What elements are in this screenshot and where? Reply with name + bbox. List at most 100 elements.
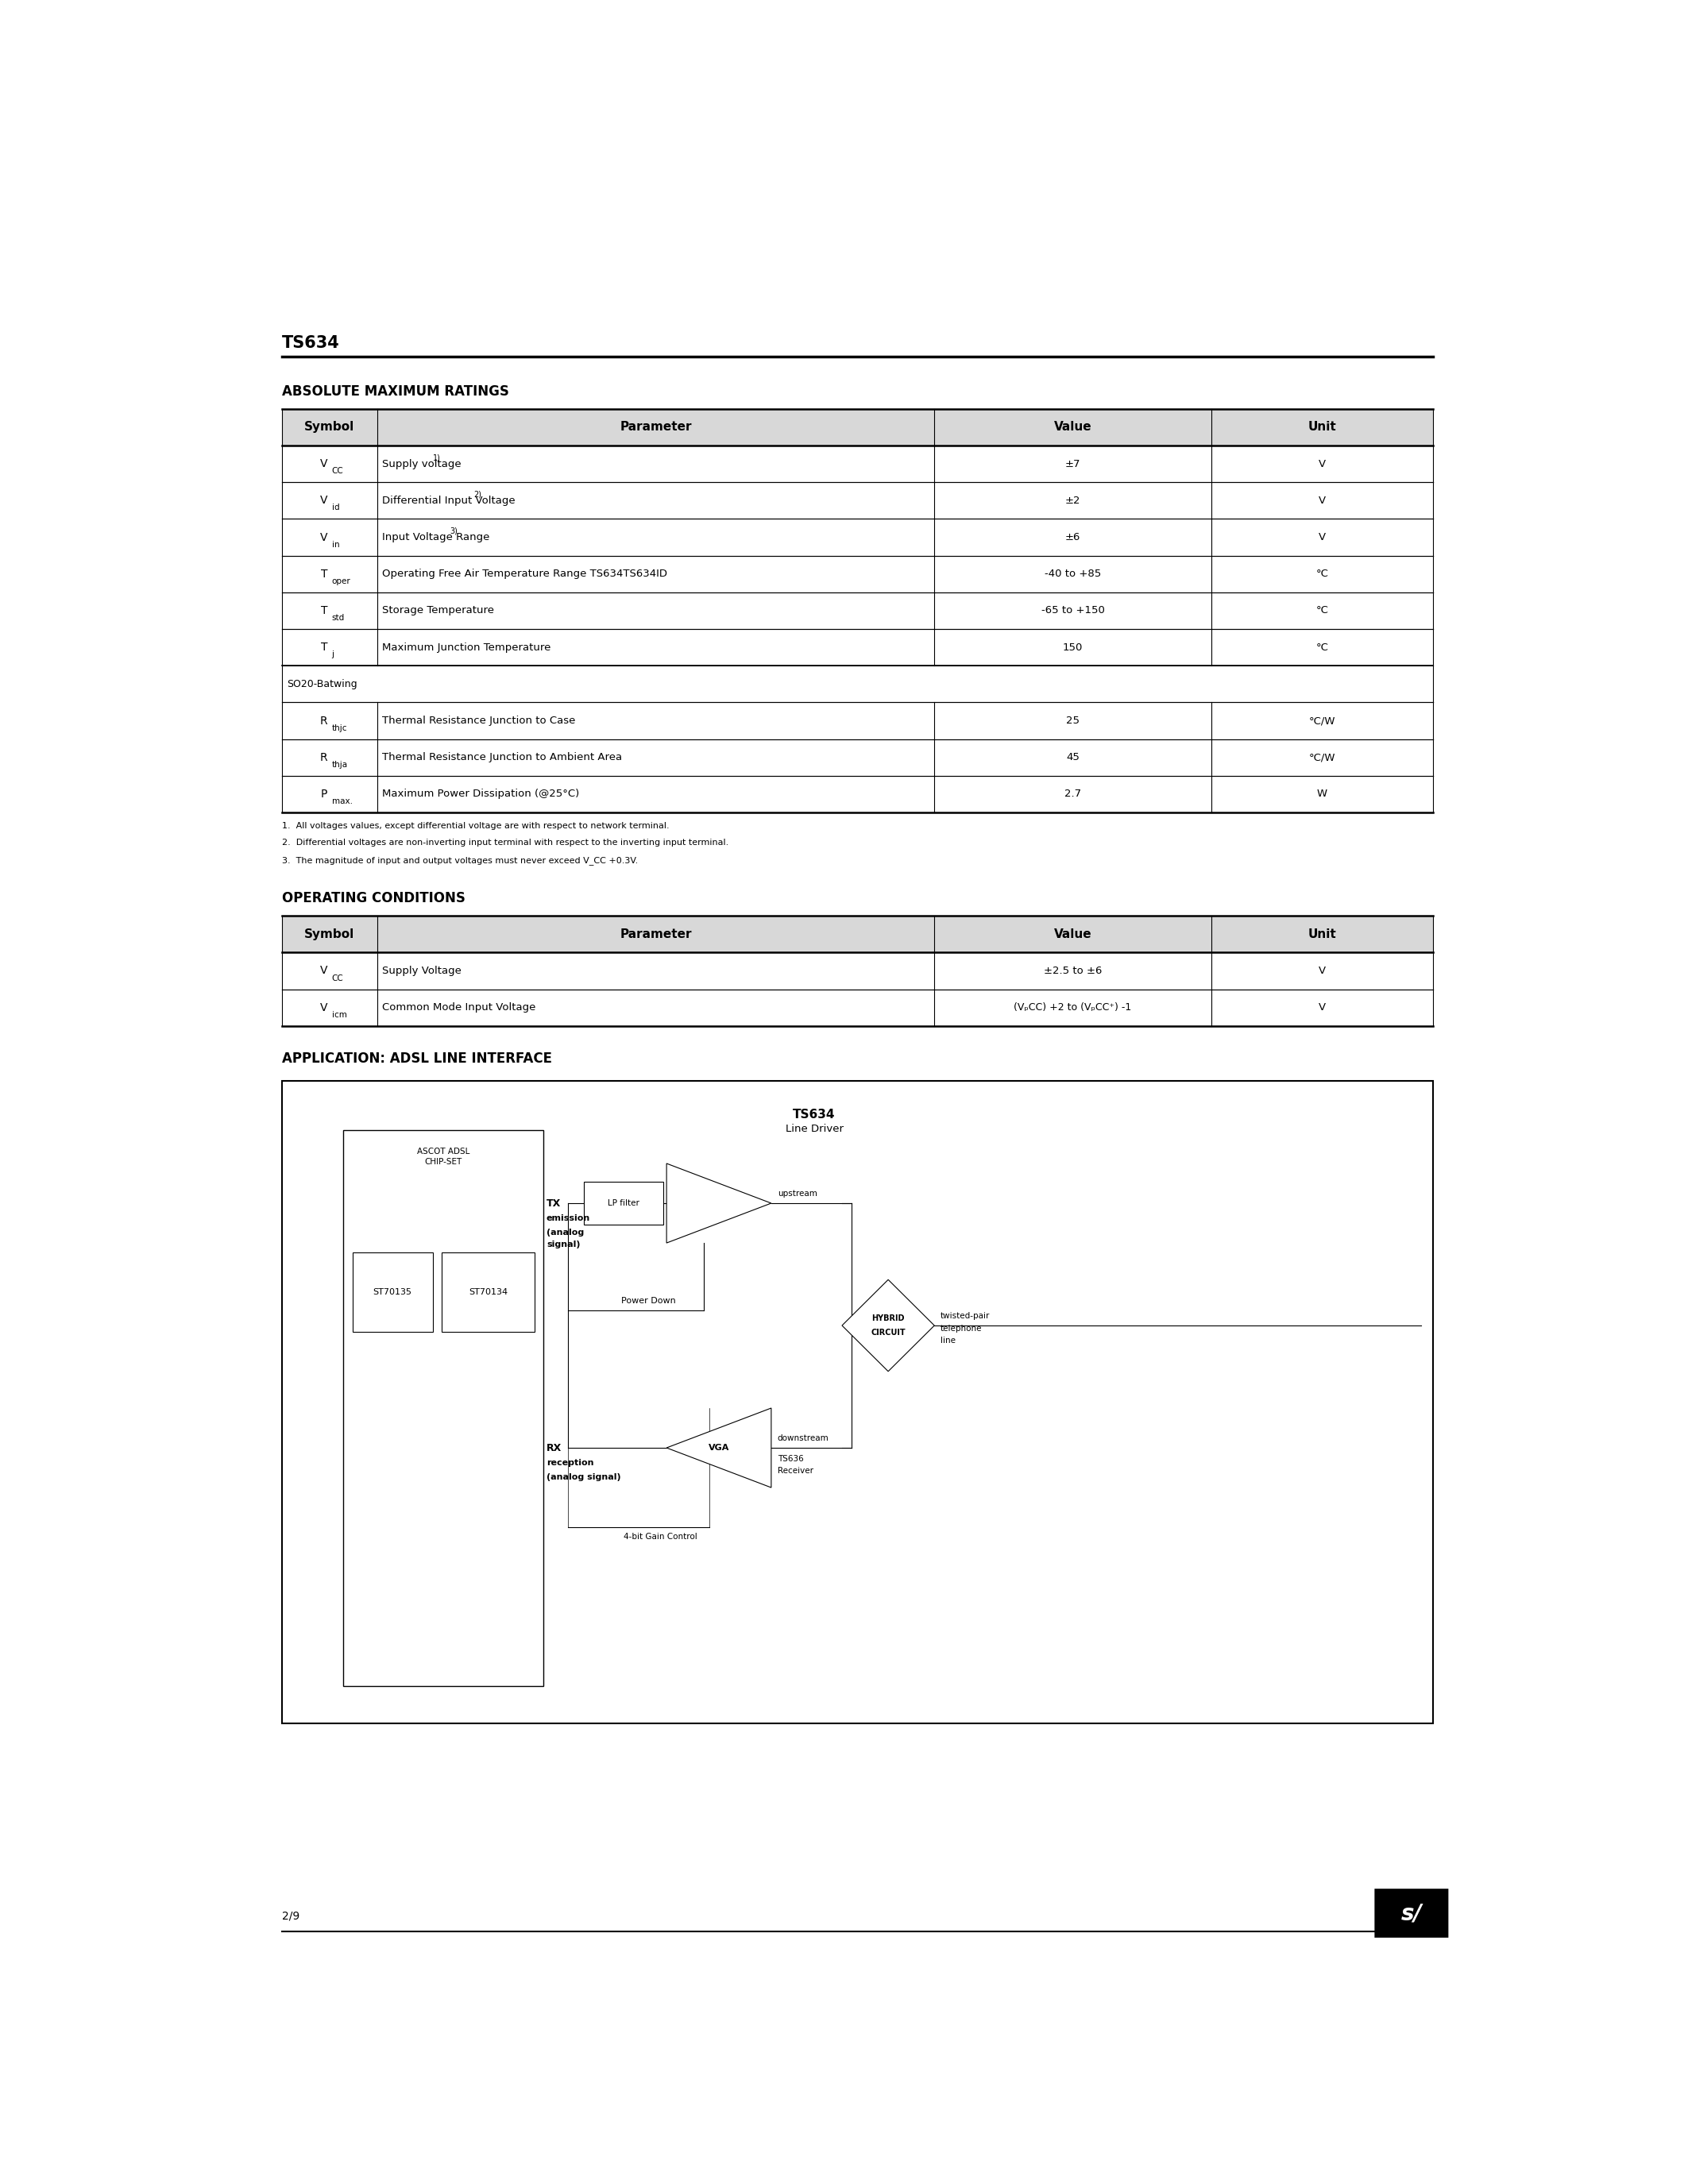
Text: reception: reception — [547, 1459, 594, 1468]
Text: TS634: TS634 — [282, 334, 339, 352]
Text: °C/W: °C/W — [1308, 751, 1335, 762]
Bar — [343, 1129, 544, 1686]
Text: Value: Value — [1053, 928, 1092, 939]
Bar — [353, 1251, 432, 1332]
Text: 2): 2) — [474, 491, 481, 498]
Text: (analog signal): (analog signal) — [547, 1474, 621, 1481]
Text: V: V — [321, 1002, 327, 1013]
Text: ±2.5 to ±6: ±2.5 to ±6 — [1043, 965, 1102, 976]
Text: 2.7: 2.7 — [1065, 788, 1082, 799]
Text: V: V — [321, 496, 327, 507]
Text: CIRCUIT: CIRCUIT — [871, 1328, 905, 1337]
Text: CC: CC — [333, 467, 343, 476]
Text: (analog: (analog — [547, 1230, 584, 1236]
Text: HYBRID: HYBRID — [871, 1315, 905, 1321]
Text: CHIP-SET: CHIP-SET — [425, 1158, 463, 1166]
Text: line: line — [940, 1337, 955, 1345]
Bar — [584, 1182, 663, 1225]
Text: V: V — [1318, 1002, 1325, 1013]
Text: Operating Free Air Temperature Range TS634TS634ID: Operating Free Air Temperature Range TS6… — [381, 568, 667, 579]
Text: max.: max. — [333, 797, 353, 806]
Text: twisted-pair: twisted-pair — [940, 1313, 991, 1321]
Text: Unit: Unit — [1308, 422, 1337, 432]
Bar — [282, 666, 1433, 703]
Text: °C: °C — [1317, 568, 1328, 579]
Text: Input Voltage Range: Input Voltage Range — [381, 533, 493, 542]
Text: telephone: telephone — [940, 1326, 982, 1332]
Text: (VₚCC) +2 to (VₚCC⁺) -1: (VₚCC) +2 to (VₚCC⁺) -1 — [1014, 1002, 1131, 1013]
Text: -40 to +85: -40 to +85 — [1045, 568, 1101, 579]
Text: 3): 3) — [451, 526, 457, 535]
Text: -65 to +150: -65 to +150 — [1041, 605, 1104, 616]
Text: ST70134: ST70134 — [469, 1289, 508, 1295]
Text: downstream: downstream — [778, 1435, 829, 1444]
Text: °C/W: °C/W — [1308, 716, 1335, 725]
Text: V: V — [1318, 496, 1325, 507]
Text: Value: Value — [1053, 422, 1092, 432]
Text: id: id — [333, 505, 339, 511]
Text: ABSOLUTE MAXIMUM RATINGS: ABSOLUTE MAXIMUM RATINGS — [282, 384, 508, 397]
Text: 25: 25 — [1067, 716, 1080, 725]
Text: Common Mode Input Voltage: Common Mode Input Voltage — [381, 1002, 535, 1013]
Text: Maximum Junction Temperature: Maximum Junction Temperature — [381, 642, 550, 653]
Text: Line Driver: Line Driver — [785, 1123, 844, 1133]
Text: 1.  All voltages values, except differential voltage are with respect to network: 1. All voltages values, except different… — [282, 821, 668, 830]
Text: P: P — [321, 788, 327, 799]
Text: Storage Temperature: Storage Temperature — [381, 605, 495, 616]
Text: OPERATING CONDITIONS: OPERATING CONDITIONS — [282, 891, 466, 906]
Text: 45: 45 — [1067, 751, 1080, 762]
Text: V: V — [321, 531, 327, 544]
Text: thjc: thjc — [333, 725, 348, 732]
Text: thja: thja — [333, 760, 348, 769]
Text: Receiver: Receiver — [778, 1468, 814, 1474]
Text: V: V — [321, 965, 327, 976]
Text: ASCOT ADSL: ASCOT ADSL — [417, 1147, 469, 1155]
Text: VGA: VGA — [709, 1444, 729, 1452]
Bar — [442, 1251, 533, 1332]
Polygon shape — [667, 1164, 771, 1243]
Text: ±2: ±2 — [1065, 496, 1080, 507]
Text: signal): signal) — [547, 1241, 581, 1249]
Text: Differential Input Voltage: Differential Input Voltage — [381, 496, 518, 507]
Text: oper: oper — [333, 577, 351, 585]
Text: icm: icm — [333, 1011, 346, 1018]
Text: Supply voltage: Supply voltage — [381, 459, 464, 470]
Text: Maximum Power Dissipation (@25°C): Maximum Power Dissipation (@25°C) — [381, 788, 579, 799]
Text: 2/9: 2/9 — [282, 1911, 299, 1922]
Text: T: T — [321, 642, 327, 653]
Text: std: std — [333, 614, 344, 622]
Text: V: V — [1318, 459, 1325, 470]
Text: TS634: TS634 — [793, 1109, 836, 1120]
Text: TS636: TS636 — [778, 1455, 803, 1463]
Polygon shape — [842, 1280, 935, 1372]
Text: APPLICATION: ADSL LINE INTERFACE: APPLICATION: ADSL LINE INTERFACE — [282, 1051, 552, 1066]
Text: 3.  The magnitude of input and output voltages must never exceed V_CC +0.3V.: 3. The magnitude of input and output vol… — [282, 856, 638, 865]
Text: 1): 1) — [432, 454, 441, 461]
Text: R: R — [321, 714, 327, 727]
Text: emission: emission — [547, 1214, 591, 1223]
Text: V: V — [1318, 533, 1325, 542]
Text: in: in — [333, 542, 339, 548]
Text: 4-bit Gain Control: 4-bit Gain Control — [623, 1533, 697, 1540]
Polygon shape — [667, 1409, 771, 1487]
Text: Unit: Unit — [1308, 928, 1337, 939]
Text: Thermal Resistance Junction to Ambient Area: Thermal Resistance Junction to Ambient A… — [381, 751, 623, 762]
Text: Symbol: Symbol — [304, 928, 354, 939]
Text: ±6: ±6 — [1065, 533, 1080, 542]
Text: 150: 150 — [1063, 642, 1084, 653]
Text: j: j — [333, 651, 334, 660]
Text: Parameter: Parameter — [619, 928, 692, 939]
Text: °C: °C — [1317, 605, 1328, 616]
Text: Power Down: Power Down — [621, 1297, 675, 1306]
Bar — [282, 1081, 1433, 1723]
Text: T: T — [321, 568, 327, 579]
Text: RX: RX — [547, 1444, 562, 1452]
Text: V: V — [1318, 965, 1325, 976]
Bar — [282, 408, 1433, 446]
Text: LP filter: LP filter — [608, 1199, 640, 1208]
Text: SO20-Batwing: SO20-Batwing — [287, 679, 358, 690]
Text: W: W — [1317, 788, 1327, 799]
Text: s/: s/ — [1401, 1902, 1421, 1924]
Text: Supply Voltage: Supply Voltage — [381, 965, 461, 976]
Bar — [282, 915, 1433, 952]
